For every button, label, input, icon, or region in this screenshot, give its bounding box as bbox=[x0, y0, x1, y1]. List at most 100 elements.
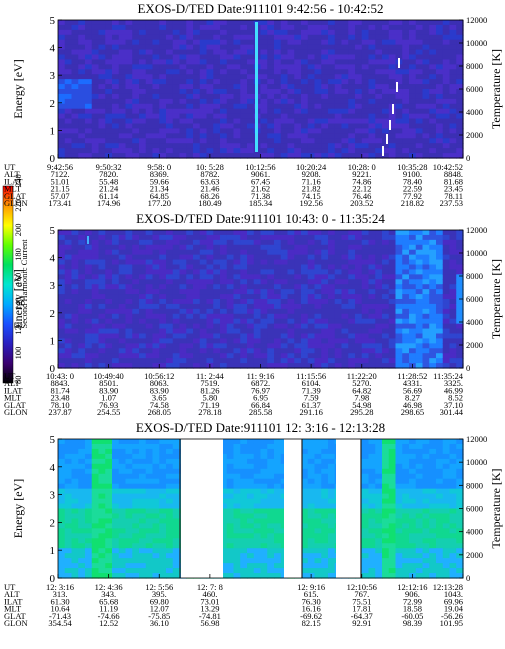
heatmap-cell bbox=[321, 503, 329, 510]
heatmap-cell bbox=[382, 303, 390, 310]
heatmap-cell bbox=[64, 138, 73, 144]
heatmap-cell bbox=[226, 269, 235, 275]
row-value: 237.53 bbox=[440, 198, 463, 208]
heatmap-cell bbox=[85, 249, 93, 256]
heatmap-cell bbox=[274, 473, 282, 480]
heatmap-cell bbox=[253, 553, 262, 559]
heatmap-cell bbox=[58, 244, 66, 251]
heatmap-cell bbox=[375, 230, 383, 236]
heatmap-cell bbox=[78, 533, 86, 539]
heatmap-cell bbox=[112, 249, 120, 256]
heatmap-cell bbox=[382, 89, 390, 95]
heatmap-cell bbox=[267, 269, 275, 275]
heatmap-cell bbox=[112, 143, 120, 149]
heatmap-cell bbox=[64, 264, 73, 271]
heatmap-cell bbox=[314, 493, 322, 500]
heatmap-cell bbox=[58, 103, 66, 110]
heatmap-cell bbox=[85, 79, 93, 85]
heatmap-cell bbox=[98, 358, 106, 364]
heatmap-cell bbox=[118, 93, 127, 100]
heatmap-cell bbox=[118, 153, 127, 159]
heatmap-cell bbox=[152, 279, 160, 285]
heatmap-cell bbox=[226, 333, 235, 340]
heatmap-cell bbox=[260, 348, 268, 354]
heatmap-cell bbox=[213, 74, 221, 80]
heatmap-cell bbox=[139, 103, 147, 110]
heatmap-cell bbox=[375, 289, 383, 295]
heatmap-cell bbox=[112, 294, 120, 300]
heatmap-cell bbox=[267, 493, 275, 500]
heatmap-cell bbox=[139, 118, 147, 125]
heatmap-cell bbox=[274, 313, 282, 320]
heatmap-cell bbox=[294, 138, 302, 144]
heatmap-cell bbox=[348, 54, 356, 61]
heatmap-cell bbox=[132, 123, 140, 130]
heatmap-cell bbox=[314, 103, 322, 110]
heatmap-cell bbox=[307, 279, 316, 285]
heatmap-cell bbox=[233, 458, 241, 465]
heatmap-cell bbox=[375, 148, 383, 154]
heatmap-cell bbox=[58, 343, 66, 349]
heatmap-cell bbox=[206, 318, 214, 325]
heatmap-cell bbox=[361, 358, 370, 364]
heatmap-cell bbox=[375, 39, 383, 46]
heatmap-cell bbox=[314, 138, 322, 144]
heatmap-cell bbox=[321, 103, 329, 110]
heatmap-cell bbox=[307, 269, 316, 275]
heatmap-cell bbox=[409, 103, 417, 110]
heatmap-cell bbox=[294, 259, 302, 266]
heatmap-cell bbox=[78, 230, 86, 236]
heatmap-cell bbox=[375, 34, 383, 41]
heatmap-cell bbox=[253, 239, 262, 246]
heatmap-cell bbox=[98, 123, 106, 130]
heatmap-cell bbox=[395, 274, 403, 280]
heatmap-cell bbox=[355, 343, 363, 349]
heatmap-cell bbox=[139, 64, 147, 70]
heatmap-cell bbox=[409, 89, 417, 95]
heatmap-cell bbox=[260, 568, 268, 574]
heatmap-cell bbox=[267, 313, 275, 320]
heatmap-cell bbox=[287, 303, 295, 310]
heatmap-cell bbox=[58, 249, 66, 256]
heatmap-cell bbox=[274, 328, 282, 335]
heatmap-cell bbox=[247, 318, 255, 325]
heatmap-cell bbox=[287, 249, 295, 256]
heatmap-cell bbox=[71, 49, 79, 56]
heatmap-cell bbox=[71, 98, 79, 105]
heatmap-cell bbox=[112, 103, 120, 110]
heatmap-cell bbox=[422, 39, 430, 46]
heatmap-cell bbox=[193, 299, 201, 305]
heatmap-cell bbox=[355, 69, 363, 75]
heatmap-cell bbox=[301, 234, 309, 241]
heatmap-cell bbox=[159, 79, 167, 85]
heatmap-cell bbox=[172, 543, 181, 549]
heatmap-cell bbox=[294, 274, 302, 280]
heatmap-cell bbox=[159, 443, 167, 450]
heatmap-cell bbox=[368, 508, 376, 515]
heatmap-cell bbox=[287, 138, 295, 144]
heatmap-cell bbox=[388, 143, 397, 149]
heatmap-cell bbox=[260, 328, 268, 335]
heatmap-cell bbox=[287, 333, 295, 340]
heatmap-cell bbox=[375, 463, 383, 470]
heatmap-cell bbox=[64, 103, 73, 110]
heatmap-cell bbox=[105, 20, 113, 26]
heatmap-cell bbox=[125, 108, 133, 115]
heatmap-cell bbox=[58, 303, 66, 310]
heatmap-cell bbox=[375, 493, 383, 500]
heatmap-cell bbox=[253, 289, 262, 295]
heatmap-cell bbox=[355, 279, 363, 285]
heatmap-cell bbox=[206, 29, 214, 36]
heatmap-cell bbox=[98, 84, 106, 90]
heatmap-cell bbox=[85, 89, 93, 95]
heatmap-cell bbox=[409, 328, 417, 335]
heatmap-cell bbox=[388, 318, 397, 325]
heatmap-cell bbox=[388, 528, 397, 534]
heatmap-cell bbox=[388, 533, 397, 539]
heatmap-cell bbox=[280, 153, 289, 159]
heatmap-cell bbox=[415, 294, 424, 300]
heatmap-cell bbox=[112, 448, 120, 455]
heatmap-cell bbox=[226, 274, 235, 280]
heatmap-cell bbox=[280, 69, 289, 75]
heatmap-cell bbox=[307, 503, 316, 510]
